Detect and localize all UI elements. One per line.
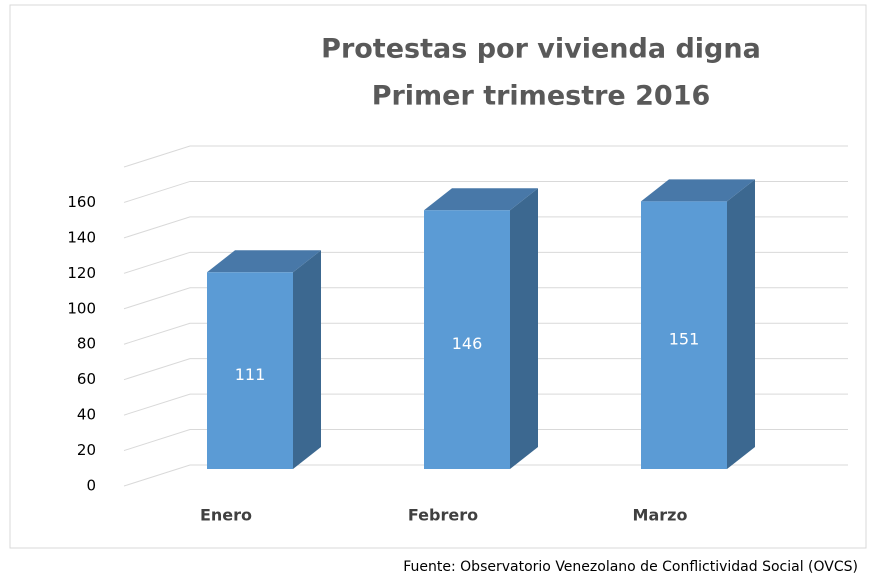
y-tick-label: 60 [77,370,96,388]
source-note: Fuente: Observatorio Venezolano de Confl… [403,559,858,575]
bar [207,250,321,469]
grid-line [123,322,848,345]
chart-title: Protestas por vivienda digna [321,34,761,65]
data-label: 111 [235,365,266,384]
bar-front [424,210,510,469]
y-tick-label: 0 [86,477,96,495]
x-tick-label: Enero [200,506,252,525]
y-tick-label: 80 [77,335,96,353]
grid-line [123,464,848,487]
grid-line [123,251,848,274]
grid-line [123,216,848,239]
data-label: 151 [669,330,700,349]
bar-top [641,179,755,202]
bar [424,188,538,469]
x-tick-label: Febrero [408,506,478,525]
x-tick-label: Marzo [633,506,688,525]
bar-top [207,250,321,273]
data-label: 146 [452,334,483,353]
grid-line [123,393,848,416]
bar-side [510,188,538,469]
bar-side [727,179,755,469]
y-tick-label: 160 [67,193,96,211]
y-tick-label: 120 [67,264,96,282]
grid-line [123,358,848,381]
y-tick-label: 40 [77,406,96,424]
bar-side [293,250,321,469]
grid-line [123,287,848,310]
y-tick-label: 140 [67,228,96,246]
bar [641,179,755,469]
chart-subtitle: Primer trimestre 2016 [372,81,711,112]
grid-frame [123,145,848,168]
bar-front [207,272,293,469]
y-tick-label: 20 [77,441,96,459]
bar-top [424,188,538,211]
grid-line [123,180,848,203]
grid-line [123,429,848,452]
bar-front [641,201,727,469]
y-tick-label: 100 [67,299,96,317]
